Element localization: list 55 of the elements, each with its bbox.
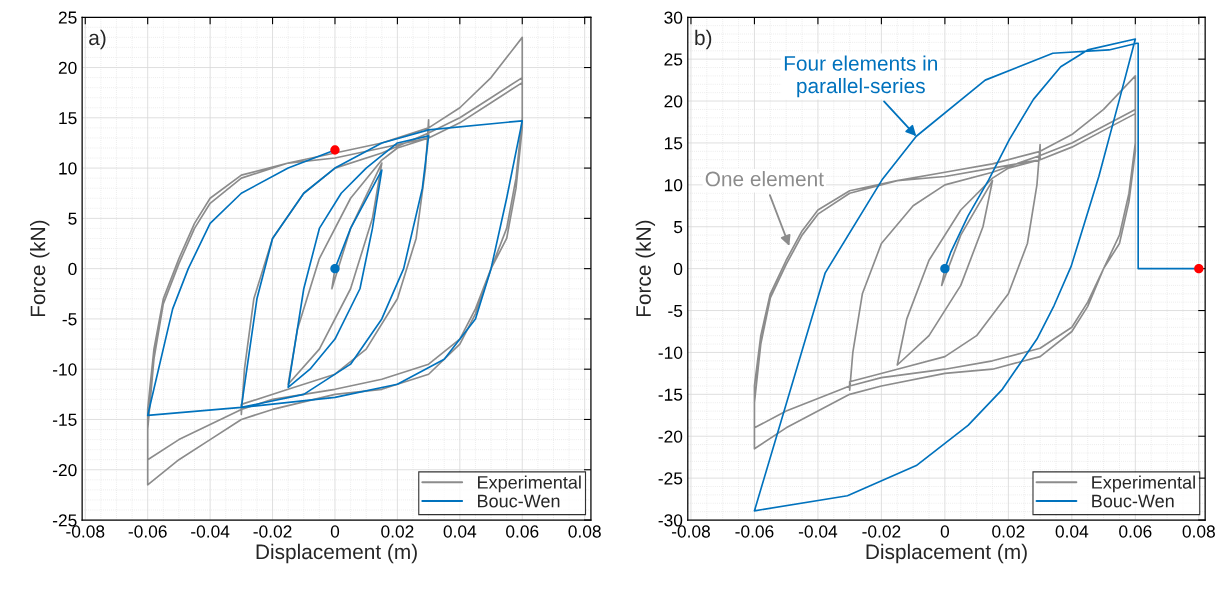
x-tick-label: 0.04 [1055,525,1089,538]
x-tick-label: 0 [330,525,340,538]
x-tick-label: 0.08 [568,525,601,538]
x-tick-label: -0.04 [191,525,230,538]
y-tick-label: -15 [658,388,683,401]
x-tick-label: 0.04 [443,525,477,538]
x-axis-title: Displacement (m) [256,543,417,564]
x-tick-label: 0.06 [1119,525,1152,538]
y-tick-label: -20 [52,463,77,477]
y-tick-label: 20 [664,95,683,108]
x-tick-label: -0.08 [66,525,105,538]
y-tick-label: -30 [658,514,683,527]
x-tick-label: -0.06 [735,525,774,538]
legend-label: Bouc-Wen [478,494,560,508]
legend-label: Experimental [1092,475,1195,493]
x-tick-label: 0.06 [506,525,539,538]
y-tick-label: -10 [658,346,683,359]
legend-label: Experimental [478,475,581,493]
legend-label: Bouc-Wen [1092,494,1174,508]
y-tick-label: 5 [673,221,683,234]
x-tick-label: 0.08 [1182,525,1215,538]
y-tick-label: 0 [68,262,77,276]
x-tick-label: -0.02 [253,525,292,538]
y-tick-label: -10 [52,363,77,376]
x-tick-label: 0.02 [992,525,1025,538]
line-series [146,119,524,417]
annotation: b) [695,29,712,50]
x-tick-label: -0.04 [798,525,838,538]
y-tick-label: -25 [52,514,77,527]
y-tick-label: 30 [664,11,683,24]
y-tick-label: 15 [664,137,683,150]
x-axis-title: Displacement (m) [866,543,1027,564]
y-tick-label: -25 [658,472,683,485]
y-axis-title: Force (kN) [635,220,656,317]
y-tick-label: 5 [68,212,77,225]
y-tick-label: -20 [658,430,683,443]
y-tick-label: -15 [52,413,77,426]
y-tick-label: 20 [58,61,77,74]
y-tick-label: 25 [58,11,77,24]
y-tick-label: 10 [664,179,683,192]
x-tick-label: 0.02 [381,525,414,538]
y-axis-title: Force (kN) [29,220,50,317]
y-tick-label: 25 [664,53,683,66]
y-tick-label: -5 [668,304,683,317]
x-tick-label: -0.08 [671,525,710,538]
y-tick-label: 0 [673,262,683,276]
annotation: a) [89,29,106,50]
x-tick-label: 0 [940,525,950,538]
annotation: Four elements in parallel-series [784,55,937,98]
y-tick-label: -5 [62,313,77,326]
annotation: One element [705,171,824,187]
y-tick-label: 15 [59,112,77,125]
x-tick-label: -0.06 [128,525,167,538]
y-tick-label: 10 [59,162,77,175]
x-tick-label: -0.02 [862,525,901,538]
